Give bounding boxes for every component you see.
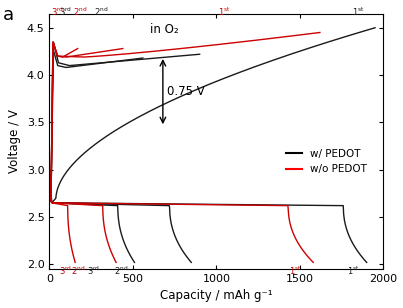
X-axis label: Capacity / mAh g⁻¹: Capacity / mAh g⁻¹ — [160, 290, 273, 302]
Text: 2$^{\rm nd}$: 2$^{\rm nd}$ — [71, 264, 86, 277]
Text: a: a — [2, 6, 14, 24]
Text: 2$^{\rm nd}$: 2$^{\rm nd}$ — [94, 6, 108, 18]
Text: 3$^{\rm rd}$: 3$^{\rm rd}$ — [52, 6, 64, 18]
Text: 1$^{\rm st}$: 1$^{\rm st}$ — [218, 6, 231, 18]
Y-axis label: Voltage / V: Voltage / V — [8, 109, 21, 173]
Text: in O₂: in O₂ — [150, 23, 178, 36]
Text: 3$^{\rm rd}$: 3$^{\rm rd}$ — [87, 264, 100, 277]
Text: 3$^{\rm rd}$: 3$^{\rm rd}$ — [58, 6, 72, 18]
Text: 2$^{\rm nd}$: 2$^{\rm nd}$ — [114, 264, 128, 277]
Text: 0.75 V: 0.75 V — [167, 85, 205, 98]
Text: 1$^{\rm st}$: 1$^{\rm st}$ — [289, 264, 301, 277]
Text: 1$^{\rm st}$: 1$^{\rm st}$ — [347, 264, 359, 277]
Text: 3$^{\rm rd}$: 3$^{\rm rd}$ — [60, 264, 73, 277]
Text: 1$^{\rm st}$: 1$^{\rm st}$ — [352, 6, 365, 18]
Text: 2$^{\rm nd}$: 2$^{\rm nd}$ — [73, 6, 87, 18]
Legend: w/ PEDOT, w/o PEDOT: w/ PEDOT, w/o PEDOT — [283, 145, 372, 179]
